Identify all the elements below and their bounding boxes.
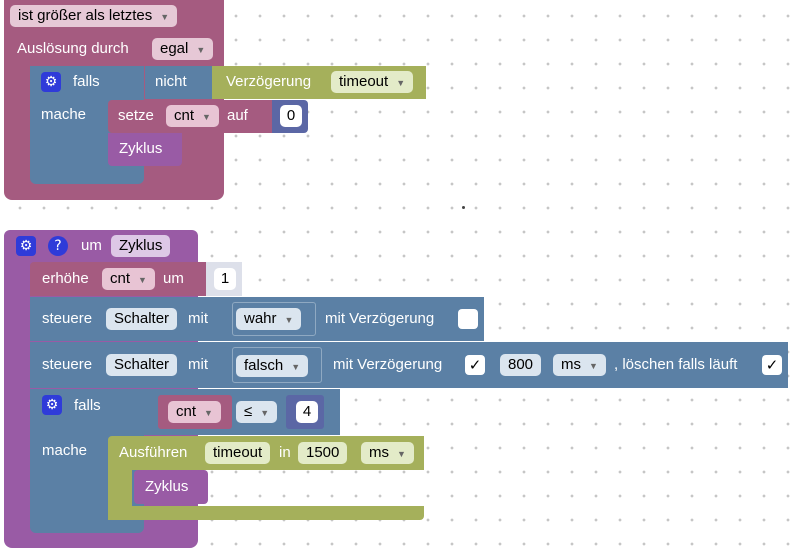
call-block[interactable] bbox=[108, 133, 182, 166]
control2-with-label: mit bbox=[188, 356, 208, 373]
chevron-down-icon: ▼ bbox=[204, 408, 213, 418]
execute-name-text: timeout bbox=[213, 444, 263, 461]
increment-value-field[interactable]: 1 bbox=[214, 268, 236, 290]
trigger-dropdown[interactable]: egal ▼ bbox=[152, 38, 214, 60]
set-value-text: 0 bbox=[286, 107, 296, 124]
gear-icon[interactable]: ⚙ bbox=[41, 72, 61, 92]
not-label: nicht bbox=[155, 73, 187, 90]
set-label: setze bbox=[118, 107, 154, 124]
set-to-label: auf bbox=[227, 107, 248, 124]
chevron-down-icon: ▼ bbox=[589, 361, 598, 371]
chevron-down-icon: ▼ bbox=[196, 45, 206, 55]
help-icon[interactable]: ? bbox=[48, 236, 68, 256]
control2-unit-dropdown[interactable]: ms ▼ bbox=[553, 354, 606, 376]
control2-delay-checkbox[interactable]: ✓ bbox=[465, 355, 485, 375]
execute-unit-dropdown[interactable]: ms ▼ bbox=[361, 442, 414, 464]
control1-label: steuere bbox=[42, 310, 93, 327]
execute-name-field[interactable]: timeout bbox=[205, 442, 271, 464]
delay-dropdown-label: timeout bbox=[339, 73, 389, 90]
trigger-dropdown-label: egal bbox=[160, 40, 189, 57]
compare-var-label: cnt bbox=[176, 403, 197, 420]
canvas-dot bbox=[462, 206, 465, 209]
set-var-label: cnt bbox=[174, 107, 195, 124]
condition-dropdown[interactable]: ist größer als letztes ▼ bbox=[10, 5, 178, 27]
control1-with-label: mit bbox=[188, 310, 208, 327]
do2-label: mache bbox=[42, 442, 88, 459]
execute-value-field[interactable]: 1500 bbox=[298, 442, 348, 464]
chevron-down-icon: ▼ bbox=[284, 315, 294, 325]
call-block-2[interactable] bbox=[134, 470, 208, 504]
increment-by-label: um bbox=[163, 270, 184, 287]
chevron-down-icon: ▼ bbox=[160, 12, 170, 22]
condition-dropdown-label: ist größer als letztes bbox=[18, 7, 153, 24]
if-label: falls bbox=[73, 73, 100, 90]
compare-var-dropdown[interactable]: cnt ▼ bbox=[168, 401, 221, 423]
execute-unit-label: ms bbox=[369, 444, 389, 461]
increment-var-dropdown[interactable]: cnt ▼ bbox=[102, 268, 155, 290]
set-var-dropdown[interactable]: cnt ▼ bbox=[166, 105, 219, 127]
do-label: mache bbox=[41, 106, 87, 123]
execute-in-label: in bbox=[279, 444, 291, 461]
control2-delay-value-field[interactable]: 800 bbox=[500, 354, 542, 376]
control2-label: steuere bbox=[42, 356, 93, 373]
gear-icon[interactable]: ⚙ bbox=[42, 395, 62, 415]
chevron-down-icon: ▼ bbox=[396, 78, 406, 88]
chevron-down-icon: ▼ bbox=[291, 362, 301, 372]
control2-device-field[interactable]: Schalter bbox=[106, 354, 178, 376]
execute-value-text: 1500 bbox=[306, 444, 340, 461]
control1-delay-checkbox[interactable] bbox=[458, 309, 478, 329]
call2-label: Zyklus bbox=[145, 478, 189, 495]
execute-block-bottom bbox=[108, 506, 424, 520]
call-label: Zyklus bbox=[119, 140, 163, 157]
not-block[interactable] bbox=[145, 66, 215, 99]
every-label: um bbox=[81, 237, 102, 254]
increment-label: erhöhe bbox=[42, 270, 89, 287]
control1-device-text: Schalter bbox=[114, 310, 170, 327]
control2-delay-label: mit Verzögerung bbox=[333, 356, 443, 373]
control2-value-label: falsch bbox=[244, 357, 284, 374]
execute-label: Ausführen bbox=[119, 444, 188, 461]
control2-value-dropdown[interactable]: falsch ▼ bbox=[236, 355, 309, 377]
delay-dropdown[interactable]: timeout ▼ bbox=[331, 71, 414, 93]
delay-label: Verzögerung bbox=[226, 73, 312, 90]
control2-device-text: Schalter bbox=[114, 356, 170, 373]
increment-value-text: 1 bbox=[220, 270, 230, 287]
set-value-field[interactable]: 0 bbox=[280, 105, 302, 127]
control1-value-dropdown[interactable]: wahr ▼ bbox=[236, 308, 302, 330]
increment-var-label: cnt bbox=[110, 270, 131, 287]
control1-value-label: wahr bbox=[244, 310, 277, 327]
compare-op-label: ≤ bbox=[244, 403, 253, 420]
control2-delay-value-text: 800 bbox=[508, 356, 534, 373]
chevron-down-icon: ▼ bbox=[397, 449, 406, 459]
control1-value-socket bbox=[232, 302, 316, 336]
func-name-field[interactable]: Zyklus bbox=[111, 235, 171, 257]
chevron-down-icon: ▼ bbox=[202, 112, 211, 122]
func-name-text: Zyklus bbox=[119, 237, 163, 254]
if2-label: falls bbox=[74, 397, 101, 414]
chevron-down-icon: ▼ bbox=[138, 275, 147, 285]
control1-delay-label: mit Verzögerung bbox=[325, 310, 435, 327]
trigger-label: Auslösung durch bbox=[17, 40, 129, 57]
control2-value-socket bbox=[232, 347, 322, 383]
control2-unit-label: ms bbox=[561, 356, 581, 373]
control2-clear-label: , löschen falls läuft bbox=[614, 356, 738, 373]
control2-clear-checkbox[interactable]: ✓ bbox=[762, 355, 782, 375]
chevron-down-icon: ▼ bbox=[260, 408, 270, 418]
compare-op-dropdown[interactable]: ≤ ▼ bbox=[236, 401, 278, 423]
compare-value-field[interactable]: 4 bbox=[296, 401, 318, 423]
compare-value-text: 4 bbox=[302, 403, 312, 420]
control1-device-field[interactable]: Schalter bbox=[106, 308, 178, 330]
gear-icon[interactable]: ⚙ bbox=[16, 236, 36, 256]
